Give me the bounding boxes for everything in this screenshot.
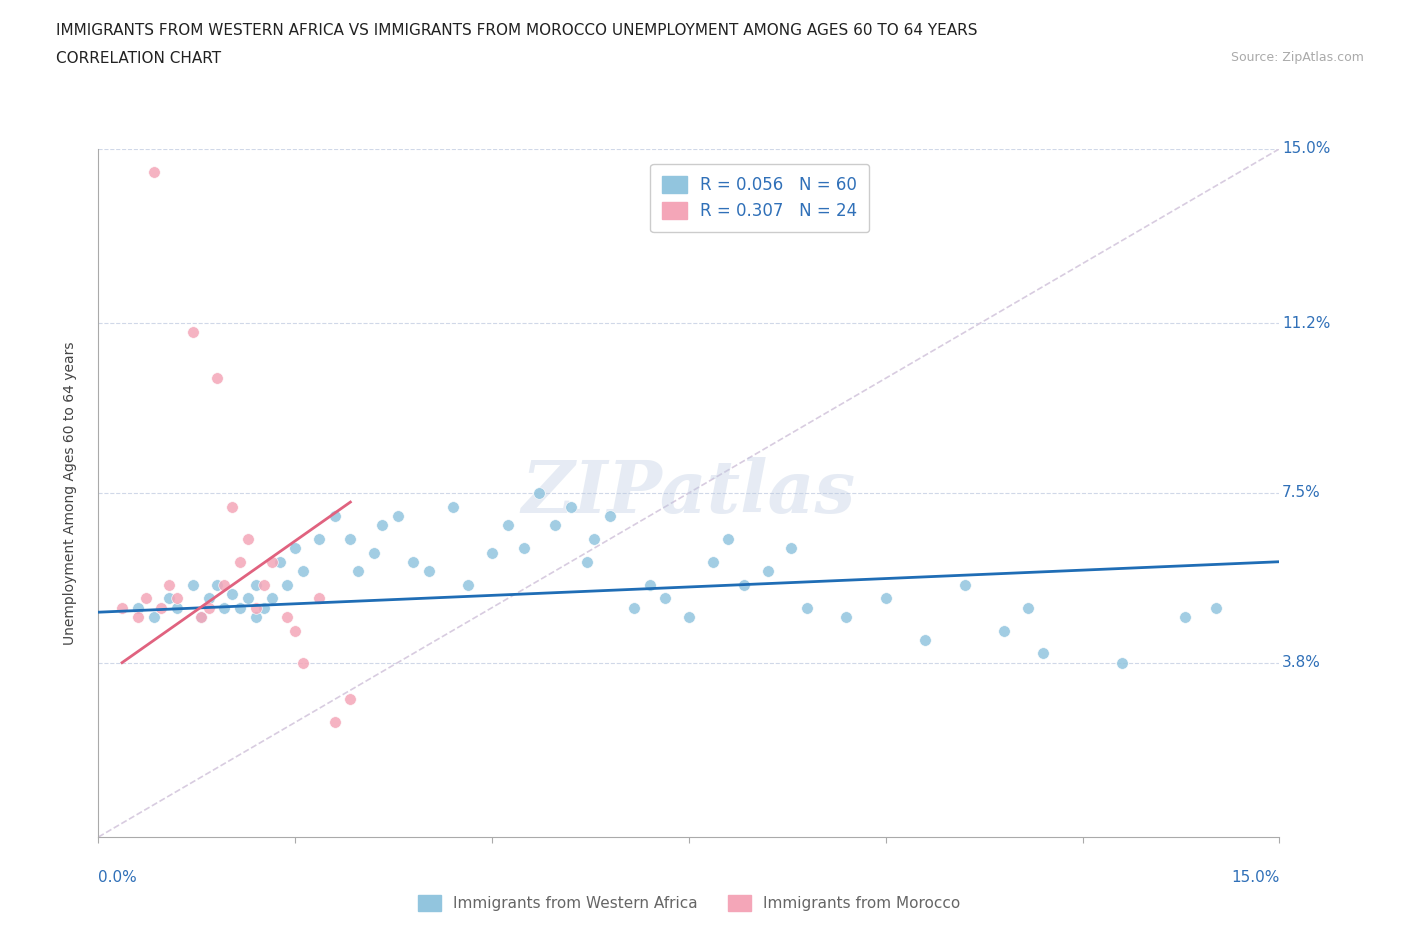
Point [323,509,346,524]
Point [371,518,394,533]
Point [993,623,1015,638]
Text: ZIPatlas: ZIPatlas [522,458,856,528]
Point [181,578,204,592]
Point [221,499,243,514]
Text: 15.0%: 15.0% [1282,141,1330,156]
Point [166,591,188,605]
Legend: Immigrants from Western Africa, Immigrants from Morocco: Immigrants from Western Africa, Immigran… [411,887,967,919]
Point [323,715,346,730]
Y-axis label: Unemployment Among Ages 60 to 64 years: Unemployment Among Ages 60 to 64 years [63,341,77,644]
Point [127,609,149,624]
Point [339,531,361,546]
Point [236,591,259,605]
Point [796,600,818,615]
Point [157,578,180,592]
Point [914,632,936,647]
Point [402,554,425,569]
Point [229,600,252,615]
Point [245,609,267,624]
Point [260,554,283,569]
Point [276,609,298,624]
Point [190,609,212,624]
Point [512,540,534,555]
Point [544,518,567,533]
Point [229,554,252,569]
Point [214,578,236,592]
Point [157,591,180,605]
Point [190,609,212,624]
Text: 3.8%: 3.8% [1282,655,1320,671]
Point [205,371,228,386]
Point [1205,600,1227,615]
Text: CORRELATION CHART: CORRELATION CHART [56,51,221,66]
Text: 0.0%: 0.0% [98,870,138,884]
Point [339,692,361,707]
Point [292,656,315,671]
Point [583,531,606,546]
Point [560,499,582,514]
Point [387,509,409,524]
Point [214,600,236,615]
Point [678,609,700,624]
Point [292,564,315,578]
Point [127,600,149,615]
Point [135,591,157,605]
Point [481,545,503,560]
Point [599,509,621,524]
Point [197,591,219,605]
Point [638,578,661,592]
Point [347,564,370,578]
Point [363,545,385,560]
Point [284,540,307,555]
Point [953,578,976,592]
Text: Source: ZipAtlas.com: Source: ZipAtlas.com [1230,51,1364,64]
Point [142,165,165,179]
Point [418,564,440,578]
Point [221,587,243,602]
Point [142,609,165,624]
Point [181,325,204,339]
Text: 15.0%: 15.0% [1232,870,1279,884]
Point [308,591,330,605]
Point [197,600,219,615]
Point [875,591,897,605]
Point [780,540,803,555]
Point [575,554,598,569]
Point [253,578,276,592]
Point [457,578,479,592]
Point [441,499,464,514]
Point [733,578,755,592]
Point [623,600,645,615]
Text: IMMIGRANTS FROM WESTERN AFRICA VS IMMIGRANTS FROM MOROCCO UNEMPLOYMENT AMONG AGE: IMMIGRANTS FROM WESTERN AFRICA VS IMMIGR… [56,23,977,38]
Point [496,518,519,533]
Point [150,600,173,615]
Point [260,591,283,605]
Point [284,623,307,638]
Point [308,531,330,546]
Point [529,485,551,500]
Point [1032,646,1054,661]
Point [717,531,740,546]
Point [236,531,259,546]
Point [245,578,267,592]
Point [166,600,188,615]
Point [253,600,276,615]
Point [835,609,858,624]
Point [1017,600,1039,615]
Text: 11.2%: 11.2% [1282,315,1330,331]
Point [245,600,267,615]
Point [269,554,291,569]
Text: 7.5%: 7.5% [1282,485,1320,500]
Point [654,591,676,605]
Point [111,600,134,615]
Point [702,554,724,569]
Point [756,564,779,578]
Point [1111,656,1133,671]
Point [276,578,298,592]
Point [205,578,228,592]
Point [1174,609,1197,624]
